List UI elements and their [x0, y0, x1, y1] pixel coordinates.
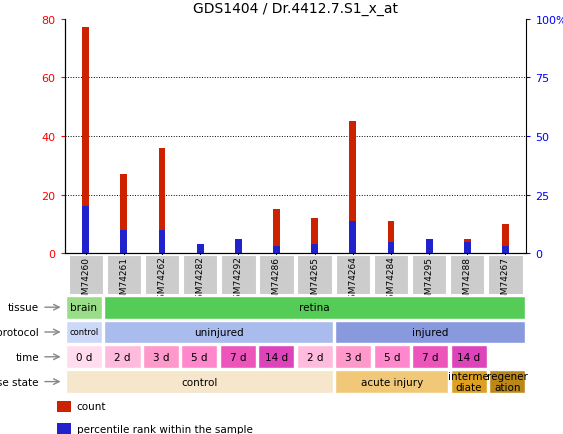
FancyBboxPatch shape [412, 255, 446, 294]
Text: protocol: protocol [0, 327, 39, 337]
Text: GSM74292: GSM74292 [234, 256, 243, 305]
Text: GSM74261: GSM74261 [119, 256, 128, 305]
FancyBboxPatch shape [143, 345, 179, 368]
Text: uninjured: uninjured [194, 327, 243, 337]
Text: GSM74267: GSM74267 [501, 256, 510, 305]
FancyBboxPatch shape [66, 345, 102, 368]
FancyBboxPatch shape [220, 345, 256, 368]
Text: GSM74288: GSM74288 [463, 256, 472, 305]
FancyBboxPatch shape [107, 255, 141, 294]
Text: tissue: tissue [8, 302, 39, 312]
Text: acute injury: acute injury [361, 377, 423, 387]
FancyBboxPatch shape [335, 370, 448, 393]
FancyBboxPatch shape [104, 296, 525, 319]
Text: GSM74264: GSM74264 [348, 256, 358, 305]
FancyBboxPatch shape [374, 255, 408, 294]
Bar [502, 225, 509, 254]
Text: GSM74260: GSM74260 [81, 256, 90, 305]
Bar [311, 244, 318, 254]
Text: 2 d: 2 d [114, 352, 131, 362]
Text: GSM74282: GSM74282 [196, 256, 205, 305]
Text: time: time [15, 352, 39, 362]
FancyBboxPatch shape [489, 370, 525, 393]
Bar [426, 240, 432, 254]
FancyBboxPatch shape [374, 345, 410, 368]
Bar [350, 122, 356, 254]
Text: GSM74262: GSM74262 [158, 256, 167, 305]
FancyBboxPatch shape [181, 345, 217, 368]
Text: GSM74284: GSM74284 [386, 256, 395, 305]
Text: 14 d: 14 d [457, 352, 480, 362]
Text: 3 d: 3 d [153, 352, 169, 362]
Text: injured: injured [412, 327, 448, 337]
Bar [426, 242, 432, 254]
FancyBboxPatch shape [336, 255, 370, 294]
FancyBboxPatch shape [145, 255, 179, 294]
FancyBboxPatch shape [412, 345, 448, 368]
Text: 14 d: 14 d [265, 352, 288, 362]
FancyBboxPatch shape [450, 370, 487, 393]
Bar [273, 210, 280, 254]
Text: GSM74286: GSM74286 [272, 256, 281, 305]
FancyBboxPatch shape [297, 345, 333, 368]
Bar [273, 247, 280, 254]
FancyBboxPatch shape [450, 345, 487, 368]
Text: 5 d: 5 d [383, 352, 400, 362]
FancyBboxPatch shape [297, 255, 332, 294]
Bar [56, 400, 70, 412]
Text: percentile rank within the sample: percentile rank within the sample [77, 424, 253, 434]
Text: 0 d: 0 d [76, 352, 92, 362]
FancyBboxPatch shape [69, 255, 103, 294]
FancyBboxPatch shape [104, 321, 333, 344]
FancyBboxPatch shape [183, 255, 217, 294]
FancyBboxPatch shape [66, 321, 102, 344]
Text: GSM74265: GSM74265 [310, 256, 319, 305]
FancyBboxPatch shape [488, 255, 522, 294]
Text: control: control [181, 377, 217, 387]
Text: control: control [69, 328, 99, 337]
FancyBboxPatch shape [221, 255, 256, 294]
Bar [464, 239, 471, 254]
Bar [387, 242, 395, 254]
Text: brain: brain [70, 302, 97, 312]
Bar [120, 175, 127, 254]
Bar [82, 207, 89, 254]
Text: regener
ation: regener ation [487, 371, 528, 392]
FancyBboxPatch shape [260, 255, 294, 294]
FancyBboxPatch shape [66, 370, 333, 393]
FancyBboxPatch shape [450, 255, 484, 294]
Bar [235, 239, 242, 254]
FancyBboxPatch shape [335, 321, 525, 344]
FancyBboxPatch shape [335, 345, 372, 368]
Text: disease state: disease state [0, 377, 39, 387]
Text: GSM74295: GSM74295 [425, 256, 434, 305]
Title: GDS1404 / Dr.4412.7.S1_x_at: GDS1404 / Dr.4412.7.S1_x_at [193, 2, 398, 16]
Text: 7 d: 7 d [230, 352, 246, 362]
FancyBboxPatch shape [258, 345, 294, 368]
FancyBboxPatch shape [66, 296, 102, 319]
Bar [120, 230, 127, 254]
Bar [82, 28, 89, 254]
Bar [387, 222, 395, 254]
Text: 2 d: 2 d [307, 352, 323, 362]
Bar [159, 148, 166, 254]
Bar [196, 245, 204, 254]
Text: 3 d: 3 d [345, 352, 361, 362]
Bar [350, 221, 356, 254]
Text: 5 d: 5 d [191, 352, 208, 362]
Text: 7 d: 7 d [422, 352, 439, 362]
Bar [56, 423, 70, 434]
Bar [159, 230, 166, 254]
FancyBboxPatch shape [104, 345, 141, 368]
Bar [464, 242, 471, 254]
Bar [502, 247, 509, 254]
Bar [311, 219, 318, 254]
Text: count: count [77, 401, 106, 411]
Text: interme
diate: interme diate [448, 371, 489, 392]
Bar [196, 244, 204, 254]
Bar [235, 240, 242, 254]
Text: retina: retina [300, 302, 330, 312]
